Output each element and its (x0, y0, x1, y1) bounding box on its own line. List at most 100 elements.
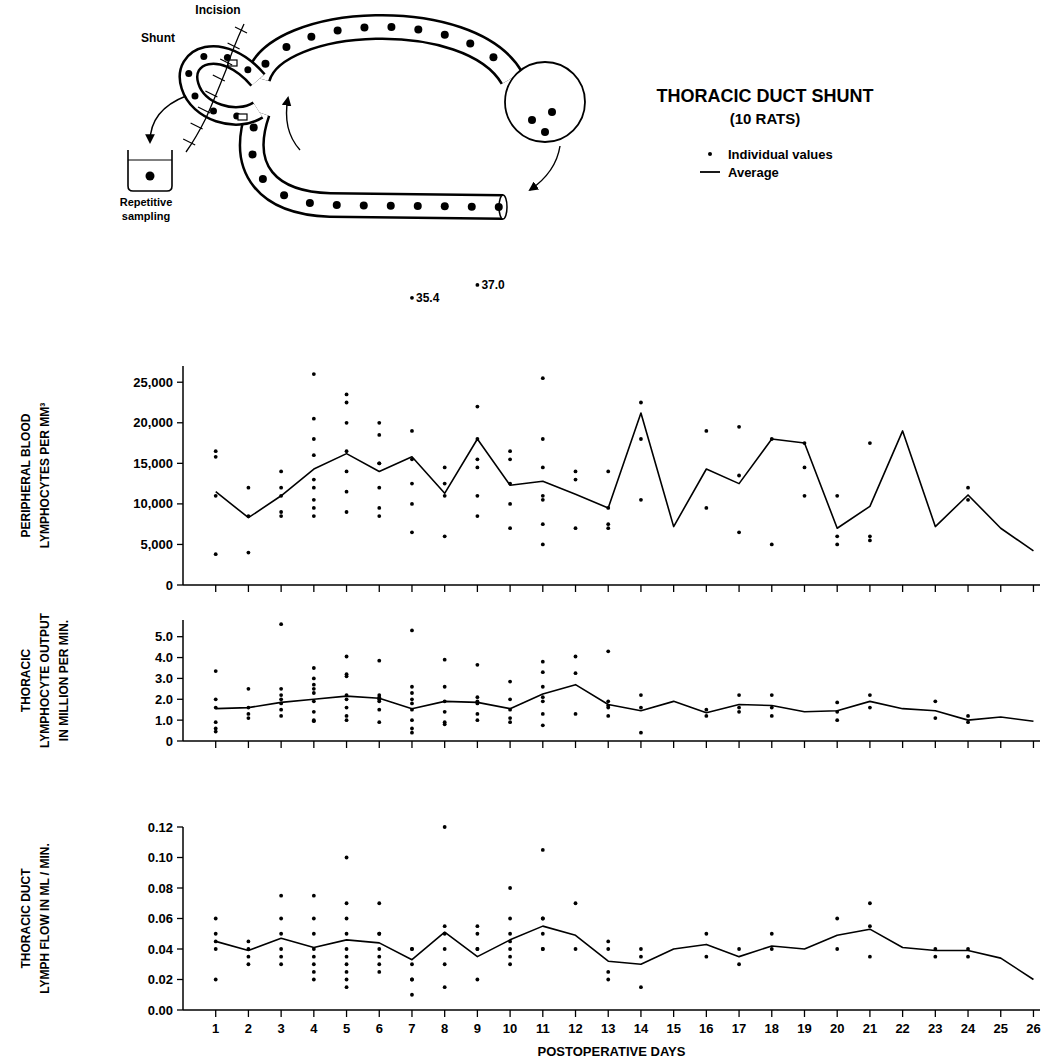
individual-point (803, 494, 807, 498)
individual-point (410, 697, 414, 701)
y-tick (177, 699, 183, 700)
x-tick (967, 1010, 968, 1017)
individual-point (835, 494, 839, 498)
cell-dot (441, 202, 449, 210)
individual-point (312, 691, 316, 695)
individual-point (410, 993, 414, 997)
individual-point (541, 494, 545, 498)
individual-point (279, 687, 283, 691)
individual-point (475, 494, 479, 498)
y-tick (177, 544, 183, 545)
individual-point (475, 663, 479, 667)
individual-point (410, 702, 414, 706)
individual-point (737, 474, 741, 478)
y-tick-label: 0.02 (148, 972, 173, 987)
individual-point (508, 680, 512, 684)
individual-point (377, 699, 381, 703)
individual-point (704, 955, 708, 959)
x-tick-label: 5 (343, 1021, 350, 1036)
individual-point (214, 947, 218, 951)
individual-point (345, 978, 349, 982)
individual-point (541, 695, 545, 699)
individual-point (508, 720, 512, 724)
individual-point (214, 455, 218, 459)
individual-point (410, 429, 414, 433)
individual-point (345, 856, 349, 860)
x-tick (902, 741, 903, 748)
x-tick (411, 585, 412, 592)
individual-point (770, 543, 774, 547)
individual-point (443, 710, 447, 714)
chart-panel: 0.000.020.040.060.080.100.12123456789101… (19, 820, 1041, 1059)
incision-stitch (235, 27, 247, 33)
x-tick (869, 741, 870, 748)
x-tick (215, 585, 216, 592)
individual-point (508, 886, 512, 890)
y-tick (177, 382, 183, 383)
individual-point (574, 671, 578, 675)
individual-point (312, 417, 316, 421)
individual-point (835, 543, 839, 547)
individual-point (345, 706, 349, 710)
individual-point (574, 478, 578, 482)
cell-dot (185, 70, 192, 77)
tube-wall (258, 27, 512, 78)
individual-point (410, 962, 414, 966)
individual-point (345, 970, 349, 974)
y-tick-label: 10,000 (133, 496, 173, 511)
individual-point (541, 932, 545, 936)
individual-point (606, 706, 610, 710)
cell-dot (210, 107, 217, 114)
y-tick (177, 1009, 183, 1010)
x-axis (183, 740, 1040, 742)
chart-title: THORACIC DUCT SHUNT (657, 86, 874, 106)
individual-point (377, 461, 381, 465)
individual-point (279, 514, 283, 518)
x-tick (902, 585, 903, 592)
individual-point (377, 901, 381, 905)
individual-point (475, 947, 479, 951)
individual-point (868, 955, 872, 959)
individual-point (606, 470, 610, 474)
x-tick-label: 23 (928, 1021, 942, 1036)
x-tick (346, 741, 347, 748)
individual-point (247, 486, 251, 490)
individual-point (606, 970, 610, 974)
individual-point (279, 955, 283, 959)
individual-point (377, 947, 381, 951)
cell-dot (414, 25, 422, 33)
cell-dot (146, 172, 155, 181)
individual-point (410, 482, 414, 486)
individual-point (345, 674, 349, 678)
x-tick-label: 20 (830, 1021, 844, 1036)
cell-dot (282, 43, 290, 51)
individual-point (868, 538, 872, 542)
x-tick (477, 585, 478, 592)
cell-dot (387, 23, 395, 31)
x-tick (379, 1010, 380, 1017)
annotation: 35.4 (416, 291, 440, 305)
incision-stitch (198, 107, 210, 113)
individual-point (770, 714, 774, 718)
individual-point (541, 699, 545, 703)
individual-point (247, 962, 251, 966)
y-tick (177, 678, 183, 679)
individual-point (443, 482, 447, 486)
y-tick (177, 826, 183, 827)
x-tick (706, 585, 707, 592)
individual-point (443, 985, 447, 989)
individual-point (345, 470, 349, 474)
individual-point (704, 708, 708, 712)
individual-point (541, 376, 545, 380)
x-tick (542, 1010, 543, 1017)
y-tick-label: 0.04 (148, 942, 174, 957)
individual-point (345, 655, 349, 659)
cell-dot (360, 23, 368, 31)
individual-point (214, 978, 218, 982)
y-axis (182, 366, 184, 585)
x-tick-label: 15 (666, 1021, 680, 1036)
individual-point (345, 955, 349, 959)
cell-dot (541, 128, 549, 136)
individual-point (868, 901, 872, 905)
individual-point (345, 401, 349, 405)
